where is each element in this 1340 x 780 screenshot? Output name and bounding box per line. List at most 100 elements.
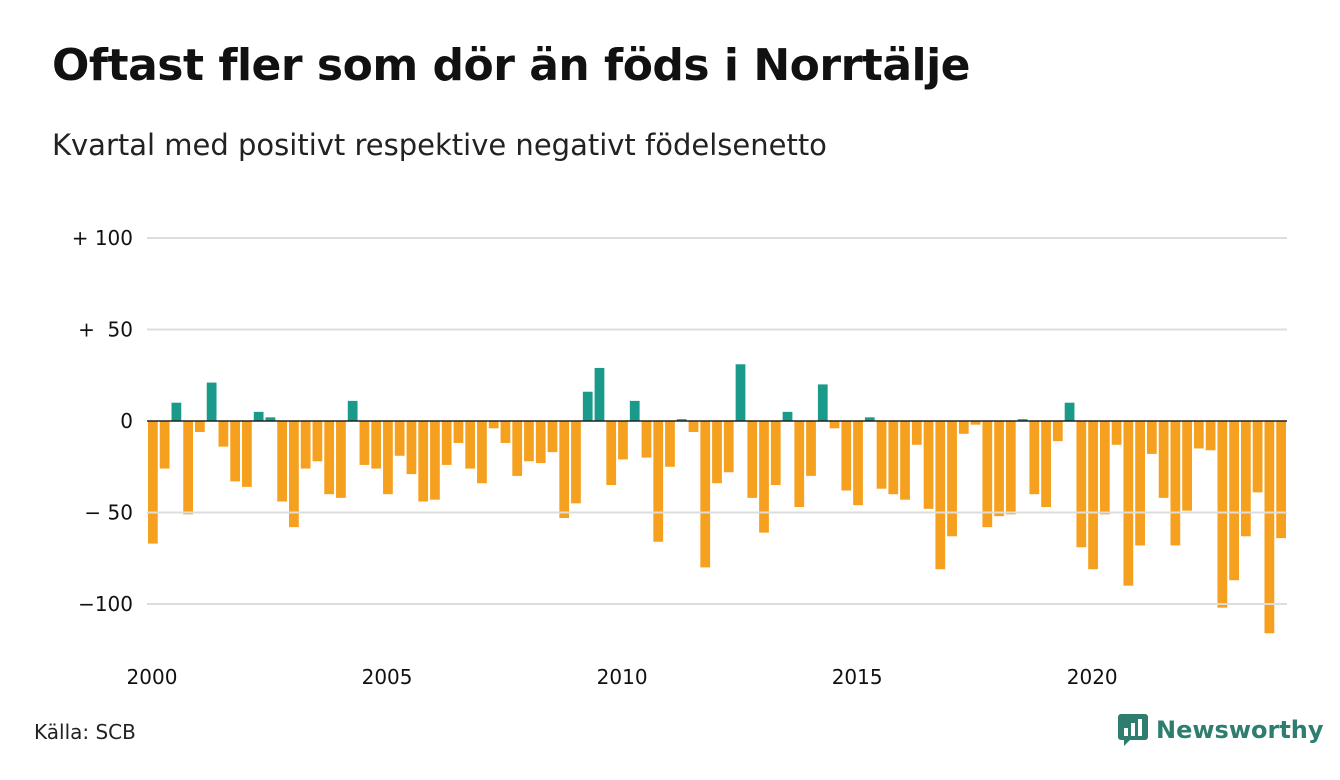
bar xyxy=(1041,421,1051,508)
bar xyxy=(676,419,687,421)
brand-logo: Newsworthy xyxy=(1118,712,1324,748)
bar xyxy=(1135,421,1145,546)
bar xyxy=(242,421,252,487)
chart-title: Oftast fler som dör än föds i Norrtälje xyxy=(52,40,971,91)
bar xyxy=(477,421,487,484)
x-tick-label: 2010 xyxy=(597,665,648,689)
bar xyxy=(265,417,276,421)
x-tick-label: 2000 xyxy=(127,665,178,689)
bar xyxy=(406,421,417,475)
bar xyxy=(289,421,299,528)
bar xyxy=(277,421,288,502)
bar xyxy=(935,421,946,570)
y-tick-label: + 100 xyxy=(72,226,133,250)
chart-subtitle: Kvartal med positivt respektive negativt… xyxy=(52,128,827,162)
bar xyxy=(1158,421,1169,498)
bar xyxy=(1252,421,1263,493)
bar xyxy=(1170,421,1181,546)
bar xyxy=(1111,421,1122,445)
bar xyxy=(359,421,370,465)
bar xyxy=(970,421,981,425)
bar xyxy=(535,421,546,464)
bar xyxy=(1217,421,1228,608)
bar xyxy=(829,421,840,429)
bar xyxy=(1205,421,1216,451)
bar xyxy=(770,421,781,486)
bar xyxy=(206,382,217,421)
bar xyxy=(500,421,511,443)
bar xyxy=(958,421,969,434)
bar xyxy=(759,421,769,533)
bar xyxy=(218,421,229,447)
bar xyxy=(629,400,640,421)
bar xyxy=(876,421,887,489)
bar xyxy=(1099,421,1110,515)
y-tick-label: − 50 xyxy=(84,501,133,525)
bar xyxy=(653,421,664,542)
bar xyxy=(1193,421,1204,449)
bar xyxy=(888,421,899,495)
bar xyxy=(230,421,241,482)
bar xyxy=(441,421,452,465)
bar xyxy=(982,421,993,528)
bar xyxy=(1052,421,1063,442)
bar xyxy=(336,421,346,498)
bar xyxy=(641,421,652,458)
bar xyxy=(817,384,828,421)
bar xyxy=(712,421,722,484)
bar xyxy=(488,421,499,429)
bar xyxy=(1240,421,1251,537)
bar xyxy=(430,421,440,500)
bar xyxy=(806,421,816,476)
bar xyxy=(688,421,699,432)
bar xyxy=(171,402,182,421)
bar xyxy=(782,411,793,421)
bar xyxy=(923,421,934,509)
bar xyxy=(723,421,734,473)
bar xyxy=(1276,421,1286,539)
bar xyxy=(700,421,711,568)
bar xyxy=(1229,421,1239,581)
bar xyxy=(148,421,158,544)
x-tick-label: 2015 xyxy=(832,665,883,689)
bar xyxy=(582,391,593,421)
bar xyxy=(571,421,581,504)
bar xyxy=(618,421,628,460)
bar xyxy=(794,421,805,508)
x-tick-label: 2005 xyxy=(362,665,413,689)
bar xyxy=(418,421,429,502)
bar xyxy=(312,421,323,462)
bar xyxy=(1123,421,1134,586)
bar xyxy=(371,421,382,469)
bar xyxy=(735,364,746,421)
y-tick-label: −100 xyxy=(78,592,133,616)
bar xyxy=(347,400,358,421)
bar-chart: + 100 + 50 0 − 50 −100 2000 2005 2010 2015 2020 xyxy=(72,226,1287,689)
bar xyxy=(547,421,558,453)
newsworthy-logo-icon xyxy=(1118,714,1148,746)
bar xyxy=(183,421,194,515)
bar xyxy=(1064,402,1075,421)
bar xyxy=(383,421,393,495)
bar xyxy=(911,421,922,445)
bar xyxy=(1146,421,1157,454)
source-label: Källa: SCB xyxy=(34,720,136,744)
bar xyxy=(159,421,170,469)
bar xyxy=(594,367,605,421)
bar xyxy=(747,421,758,498)
bar xyxy=(253,411,264,421)
bar xyxy=(864,417,875,421)
bar xyxy=(1182,421,1192,511)
y-tick-label: + 50 xyxy=(78,318,133,342)
bar xyxy=(665,421,675,467)
bar xyxy=(1264,421,1275,634)
bar xyxy=(606,421,617,486)
bar xyxy=(394,421,405,456)
bar xyxy=(853,421,863,506)
y-tick-label: 0 xyxy=(120,409,133,433)
bar xyxy=(1088,421,1098,570)
bar xyxy=(559,421,570,518)
brand-name: Newsworthy xyxy=(1156,716,1324,744)
bar xyxy=(900,421,910,500)
bar xyxy=(841,421,852,491)
